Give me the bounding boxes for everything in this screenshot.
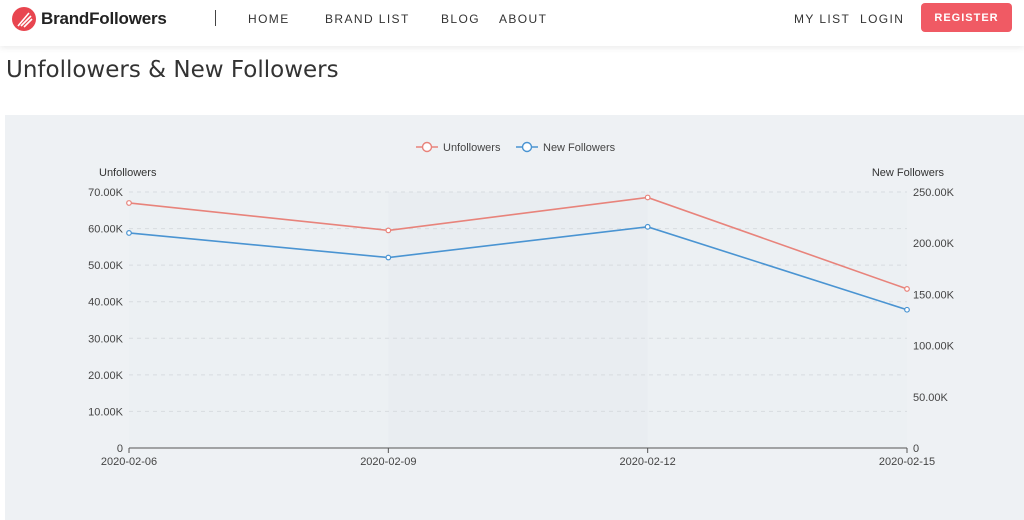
y-right-axis-label: New Followers xyxy=(872,167,945,179)
legend-label: Unfollowers xyxy=(443,142,501,154)
y-left-tick-label: 0 xyxy=(117,443,123,455)
nav-blog[interactable]: BLOG xyxy=(441,12,480,26)
nav-home[interactable]: HOME xyxy=(248,12,290,26)
legend-marker-icon xyxy=(521,141,533,153)
nav-about[interactable]: ABOUT xyxy=(499,12,548,26)
brand-name: BrandFollowers xyxy=(41,9,167,28)
grid-lines xyxy=(129,191,907,412)
y-right-tick-label: 250.00K xyxy=(913,187,955,199)
chart-panel: 0 10.00K 20.00K 30.00K 40.00K 50.00K 60.00K 70.… xyxy=(5,115,1024,520)
y-left-tick-label: 20.00K xyxy=(88,370,124,382)
x-tick-label: 2020-02-06 xyxy=(101,456,157,468)
plot-band xyxy=(647,192,907,448)
data-point xyxy=(644,194,651,201)
data-point xyxy=(385,227,392,234)
plot-band xyxy=(129,192,389,448)
y-right-tick-label: 200.00K xyxy=(913,238,955,250)
axes: 0 10.00K 20.00K 30.00K 40.00K 50.00K 60.00K 70.… xyxy=(88,167,955,468)
series-line-0 xyxy=(128,196,908,290)
top-navbar: BrandFollowers HOME BRAND LIST BLOG ABOU… xyxy=(0,0,1024,46)
y-left-tick-label: 40.00K xyxy=(88,297,124,309)
legend: Unfollowers New Followers xyxy=(416,141,616,154)
data-point xyxy=(904,286,910,292)
data-point xyxy=(904,306,910,313)
series-line-1 xyxy=(128,226,908,311)
y-right-tick-label: 100.00K xyxy=(913,341,955,353)
page-title: Unfollowers & New Followers xyxy=(6,57,339,83)
plot-background-bands xyxy=(129,192,907,448)
y-left-tick-label: 10.00K xyxy=(88,406,124,418)
data-point xyxy=(644,223,651,230)
x-tick-label: 2020-02-15 xyxy=(879,456,935,468)
nav-brand-list[interactable]: BRAND LIST xyxy=(325,12,410,26)
y-left-tick-label: 30.00K xyxy=(88,333,124,345)
line-chart: 0 10.00K 20.00K 30.00K 40.00K 50.00K 60.00K 70.… xyxy=(88,141,955,468)
nav-my-list[interactable]: MY LIST xyxy=(794,12,851,26)
series-lines xyxy=(126,194,910,313)
plot-band xyxy=(388,192,648,448)
y-right-tick-label: 150.00K xyxy=(913,289,955,301)
x-tick-label: 2020-02-09 xyxy=(360,456,416,468)
nav-login[interactable]: LOGIN xyxy=(860,12,905,26)
brand-logo-icon xyxy=(12,7,36,31)
brand-link[interactable]: BrandFollowers xyxy=(12,6,167,32)
y-right-tick-label: 50.00K xyxy=(913,392,949,404)
y-right-tick-label: 0 xyxy=(913,443,919,455)
legend-marker-icon xyxy=(421,141,433,153)
data-point xyxy=(126,200,132,206)
y-left-tick-label: 50.00K xyxy=(88,260,124,272)
data-point xyxy=(126,230,132,236)
y-left-tick-label: 70.00K xyxy=(88,187,124,199)
register-button[interactable]: REGISTER xyxy=(921,3,1012,32)
data-point xyxy=(385,254,392,261)
nav-divider xyxy=(215,10,216,26)
legend-label: New Followers xyxy=(543,142,616,154)
x-tick-label: 2020-02-12 xyxy=(620,456,676,468)
y-left-tick-label: 60.00K xyxy=(88,224,124,236)
y-left-axis-label: Unfollowers xyxy=(99,167,157,179)
